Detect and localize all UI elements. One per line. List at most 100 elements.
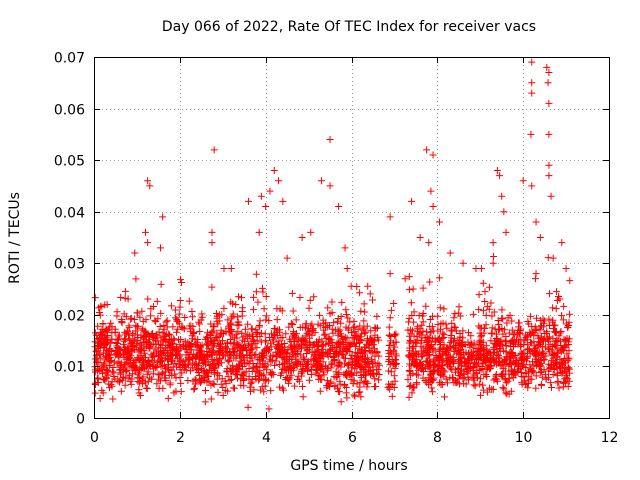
data-point [545,99,553,107]
data-point [549,316,557,324]
data-point [208,350,216,358]
data-point [223,347,231,355]
data-point [193,338,201,346]
data-point [550,366,558,374]
data-point [544,79,552,87]
data-point [111,329,119,337]
data-point [266,187,274,195]
data-point [536,362,544,370]
data-point [351,365,359,373]
data-point [536,348,544,356]
data-point [244,320,252,328]
data-point [508,317,516,325]
data-point [240,343,248,351]
data-point [257,329,265,337]
data-point [154,358,162,366]
data-point [560,342,568,350]
data-point [314,371,322,379]
data-point [477,339,485,347]
data-point [532,314,540,322]
data-point [279,197,287,205]
data-point [228,376,236,384]
data-point [166,341,174,349]
data-point [337,319,345,327]
data-point [91,355,99,363]
data-point [341,380,349,388]
data-point [258,350,266,358]
data-point [375,376,383,384]
data-point [320,331,328,339]
data-point [177,276,185,284]
data-point [408,312,416,320]
data-point [372,325,380,333]
data-point [253,328,261,336]
data-point [241,325,249,333]
data-point [460,370,468,378]
data-point [146,341,154,349]
data-point [341,244,349,252]
data-point [238,312,246,320]
data-point [161,332,169,340]
data-point [488,312,496,320]
data-point [566,310,574,318]
data-point [470,339,478,347]
data-point [252,270,260,278]
data-point [125,360,133,368]
data-point [120,340,128,348]
data-point [463,359,471,367]
data-point [337,398,345,406]
data-point [115,331,123,339]
data-point [235,293,243,301]
data-point [224,387,232,395]
data-point [289,321,297,328]
data-point [278,307,286,315]
data-point [487,299,495,307]
data-point [324,304,332,312]
data-point [97,303,105,311]
data-point [323,323,331,331]
data-point [308,320,316,328]
data-point [375,361,383,369]
data-point [505,360,513,368]
data-point [360,324,368,332]
data-point [482,311,490,319]
data-point [392,330,400,338]
data-point [562,336,570,344]
data-point [233,334,241,342]
data-point [408,389,416,397]
data-point [423,328,431,336]
data-point [343,264,351,272]
data-point [433,367,441,375]
data-point [440,393,448,401]
data-point [492,341,500,349]
data-point [485,348,493,356]
data-point [428,388,436,396]
data-point [357,393,365,401]
data-point [427,187,435,195]
data-point [176,303,184,311]
data-point [502,228,510,236]
data-point [235,352,243,360]
data-point [558,312,566,320]
data-point [227,264,235,272]
data-point [97,354,105,362]
data-point [315,336,323,344]
data-point [492,360,500,368]
data-point [390,300,398,308]
data-point [564,375,572,383]
data-point [346,318,354,326]
data-point [105,384,113,392]
data-point [294,344,302,352]
data-point [103,326,111,334]
data-point [287,338,295,346]
data-point [181,313,189,321]
data-point [356,388,364,396]
data-point [167,335,175,343]
data-point [440,305,448,313]
data-point [318,364,326,372]
data-point [316,322,324,330]
data-point [549,254,557,262]
data-point [262,316,270,324]
data-point [150,365,158,373]
y-tick-label: 0.06 [54,103,85,119]
